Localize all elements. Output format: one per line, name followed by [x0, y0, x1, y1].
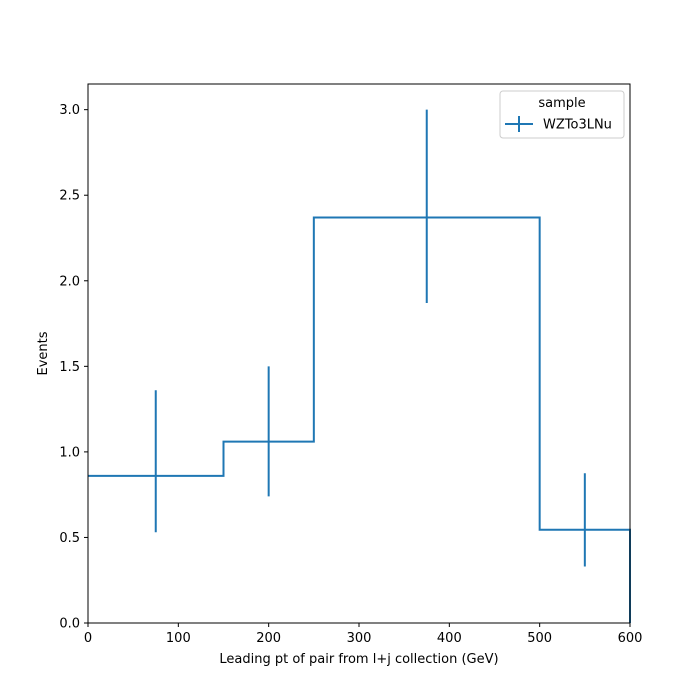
y-axis-label: Events	[36, 331, 51, 375]
x-axis-label: Leading pt of pair from l+j collection (…	[219, 652, 498, 667]
axes-frame	[87, 83, 631, 624]
x-tick-label: 200	[256, 631, 281, 646]
x-tick-label: 400	[437, 631, 462, 646]
legend-box	[499, 90, 625, 139]
legend: sample WZTo3LNu	[499, 90, 625, 139]
x-tick-label: 100	[166, 631, 191, 646]
y-tick-label: 1.5	[59, 360, 80, 375]
series-step-line	[88, 216, 631, 623]
x-tick-label: 300	[347, 631, 372, 646]
y-tick-label: 3.0	[59, 103, 80, 118]
y-tick-label: 0.0	[59, 617, 80, 632]
x-tick-label: 600	[618, 631, 643, 646]
y-tick-label: 2.5	[59, 189, 80, 204]
x-tick-label: 0	[84, 631, 92, 646]
y-tick-label: 0.5	[59, 531, 80, 546]
y-tick-label: 1.0	[59, 445, 80, 460]
x-tick-label: 500	[527, 631, 552, 646]
y-tick-label: 2.0	[59, 274, 80, 289]
legend-entry-label: WZTo3LNu	[543, 118, 612, 133]
plot-area	[87, 83, 631, 624]
axis-ticks: 0 100 200 300 400 500 600 0.0 0.5 1.0 1.5 2.0 2.5 3.0	[59, 103, 642, 646]
legend-title: sample	[538, 96, 585, 111]
